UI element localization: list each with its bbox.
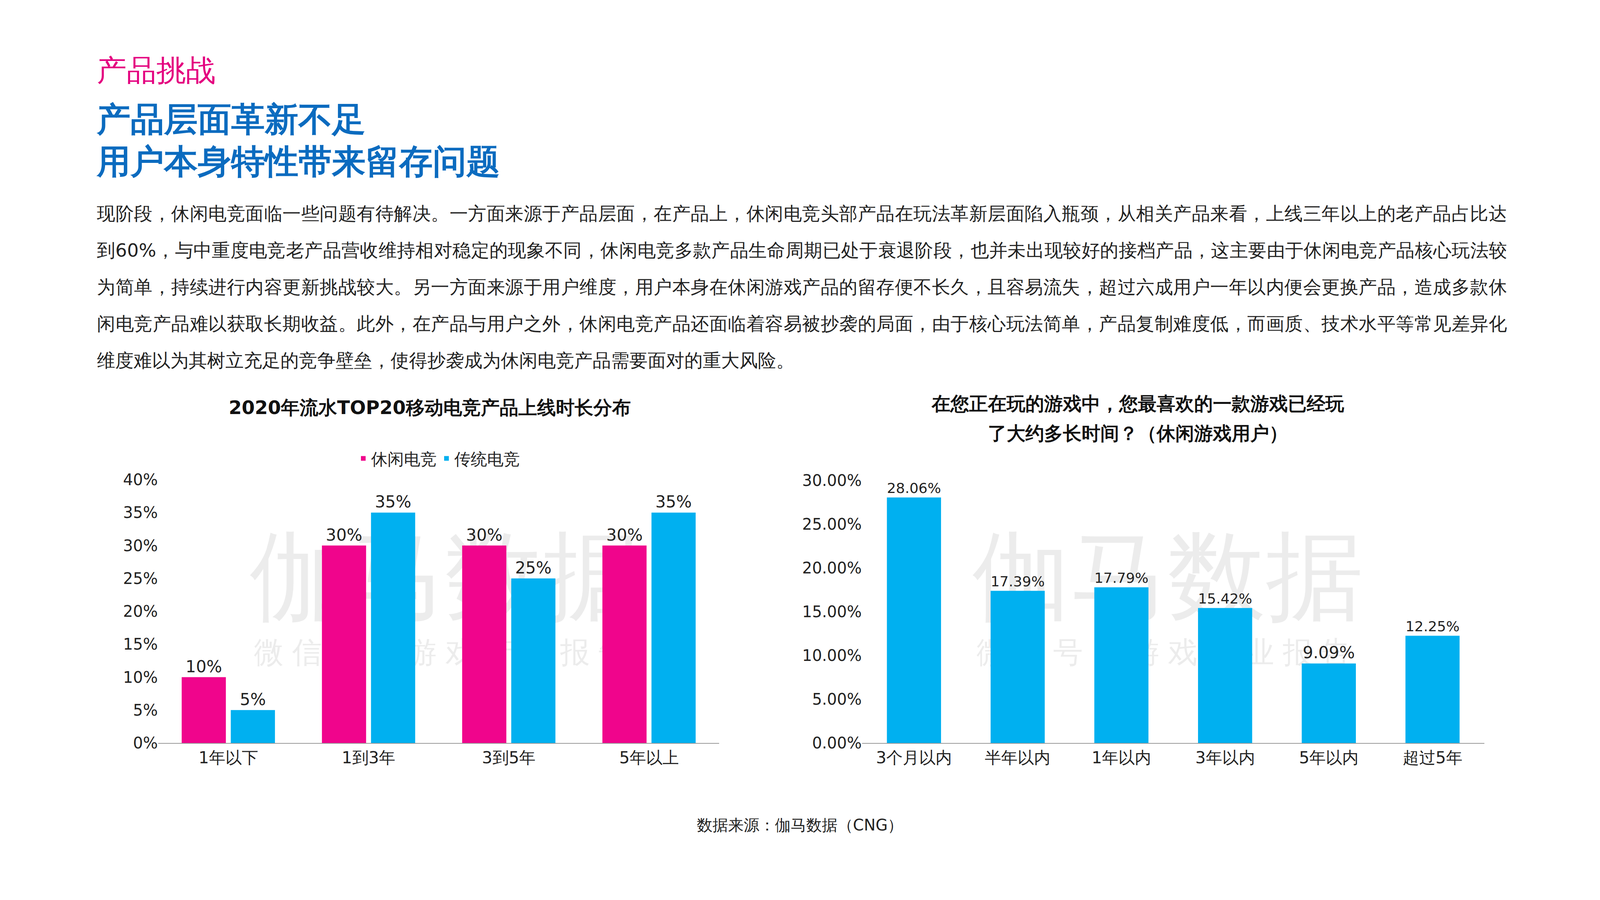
svg-text:0.00%: 0.00%	[812, 733, 862, 752]
svg-text:30%: 30%	[325, 525, 363, 545]
svg-text:休闲电竞: 休闲电竞	[371, 449, 437, 469]
svg-text:12.25%: 12.25%	[1405, 617, 1460, 635]
svg-text:40%: 40%	[123, 470, 158, 489]
svg-text:1年以下: 1年以下	[198, 748, 259, 768]
svg-text:9.09%: 9.09%	[1302, 642, 1355, 663]
svg-text:30%: 30%	[606, 525, 643, 545]
svg-text:0%: 0%	[133, 733, 158, 752]
svg-text:5%: 5%	[239, 689, 267, 709]
svg-text:1到3年: 1到3年	[341, 748, 396, 768]
svg-text:15%: 15%	[123, 635, 158, 654]
svg-text:20%: 20%	[123, 602, 158, 621]
svg-text:5%: 5%	[133, 701, 158, 720]
svg-text:1年以内: 1年以内	[1091, 748, 1152, 768]
svg-text:17.39%: 17.39%	[990, 573, 1045, 590]
svg-text:25%: 25%	[123, 569, 158, 588]
svg-text:3个月以内: 3个月以内	[875, 748, 952, 768]
svg-text:10%: 10%	[123, 668, 158, 687]
svg-text:35%: 35%	[375, 492, 412, 512]
svg-text:3年以内: 3年以内	[1195, 748, 1256, 768]
svg-text:35%: 35%	[123, 503, 158, 522]
svg-text:15.00%: 15.00%	[801, 602, 862, 621]
svg-text:30%: 30%	[123, 536, 158, 555]
svg-text:5年以上: 5年以上	[619, 748, 679, 768]
svg-text:3到5年: 3到5年	[482, 748, 536, 768]
svg-text:10.00%: 10.00%	[801, 646, 862, 665]
svg-text:20.00%: 20.00%	[801, 558, 862, 577]
svg-text:30.00%: 30.00%	[801, 471, 862, 490]
svg-text:30%: 30%	[466, 525, 503, 545]
svg-text:半年以内: 半年以内	[984, 748, 1051, 768]
svg-text:28.06%: 28.06%	[886, 479, 942, 497]
svg-text:传统电竞: 传统电竞	[454, 449, 520, 469]
svg-text:5.00%: 5.00%	[812, 690, 862, 709]
svg-text:17.79%: 17.79%	[1094, 569, 1149, 587]
svg-text:15.42%: 15.42%	[1198, 590, 1253, 608]
svg-text:35%: 35%	[655, 492, 692, 512]
svg-text:10%: 10%	[185, 657, 222, 677]
svg-text:25.00%: 25.00%	[801, 515, 862, 534]
svg-text:超过5年: 超过5年	[1402, 748, 1463, 768]
svg-text:5年以内: 5年以内	[1298, 748, 1359, 768]
svg-text:25%: 25%	[515, 558, 552, 578]
